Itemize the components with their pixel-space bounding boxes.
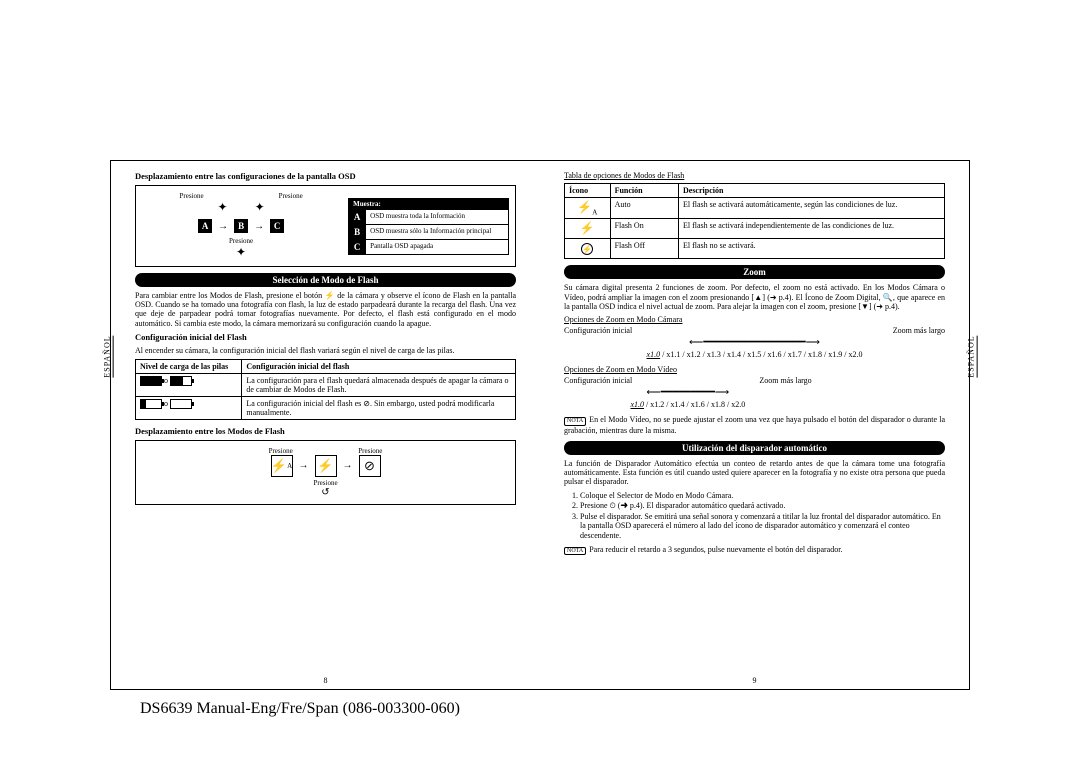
flash-off-icon: ⚡ — [565, 239, 611, 259]
page-8: ESPAÑOL Desplazamiento entre las configu… — [111, 161, 540, 689]
config-desc: La configuración para el flash quedará a… — [242, 373, 516, 396]
heading-flash-cycle: Desplazamiento entre los Modos de Flash — [135, 426, 516, 436]
section-self-timer: Utilización del disparador automático — [564, 441, 945, 455]
flash-auto-icon: ⚡A — [271, 455, 293, 477]
row-desc: Pantalla OSD apagada — [366, 239, 509, 254]
state-a: A — [198, 219, 212, 233]
press-label: Presione — [269, 447, 293, 455]
flash-off-icon: ⊘ — [359, 455, 381, 477]
press-label: Presione — [142, 237, 340, 245]
zoom-camera-heading: Opciones de Zoom en Modo Cámara — [564, 315, 945, 324]
note-video-zoom: NOTAEn el Modo Vídeo, no se puede ajusta… — [564, 415, 945, 435]
flash-auto-icon: ⚡A — [565, 198, 611, 219]
flash-cycle-diagram: Presione Presione ⚡A→ ⚡→ ⊘ Presione ↺ — [135, 440, 516, 505]
zoom-arrow: ⟵━━━━━━━━━⟶ — [564, 387, 812, 398]
press-label: Presione — [179, 192, 203, 200]
zoom-video-scale: x1.0 / x1.2 / x1.4 / x1.6 / x1.8 / x2.0 — [564, 400, 812, 409]
osd-cycle-diagram: Presione Presione ✦ ✦ A→ B→ C Presione ✦… — [135, 185, 516, 267]
flash-default-text: Al encender su cámara, la configuración … — [135, 346, 516, 355]
func-name: Flash Off — [610, 239, 678, 259]
zoom-max-label: Zoom más largo — [893, 326, 945, 335]
zoom-camera-scale: x1.0 / x1.1 / x1.2 / x1.3 / x1.4 / x1.5 … — [564, 350, 945, 359]
col-function: Función — [610, 184, 678, 198]
func-desc: El flash se activará independientemente … — [678, 219, 944, 239]
step-1: Coloque el Selector de Modo en Modo Cáma… — [580, 491, 945, 501]
flash-on-icon: ⚡ — [565, 219, 611, 239]
state-c: C — [270, 219, 284, 233]
page-9: ESPAÑOL Tabla de opciones de Modos de Fl… — [540, 161, 969, 689]
section-flash-mode: Selección de Modo de Flash — [135, 273, 516, 287]
func-desc: El flash se activará automáticamente, se… — [678, 198, 944, 219]
muestra-header: Muestra: — [349, 198, 509, 209]
zoom-video-heading: Opciones de Zoom en Modo Vídeo — [564, 365, 945, 374]
step-3: Pulse el disparador. Se emitirá una seña… — [580, 512, 945, 541]
zoom-initial-label: Configuración inicial — [564, 326, 632, 335]
func-name: Flash On — [610, 219, 678, 239]
row-key: C — [349, 239, 366, 254]
flash-on-icon: ⚡ — [315, 455, 337, 477]
state-b: B — [234, 219, 248, 233]
row-key: A — [349, 209, 366, 224]
step-2: Presione ⏲ (➜ p.4). El disparador automá… — [580, 501, 945, 511]
manual-spread: ESPAÑOL Desplazamiento entre las configu… — [110, 160, 970, 690]
osd-states-table: Muestra: AOSD muestra toda la Informació… — [348, 198, 509, 255]
battery-cell-low: o — [136, 396, 242, 419]
col-battery: Nivel de carga de las pilas — [136, 359, 242, 373]
col-icon: Ícono — [565, 184, 611, 198]
col-flash-config: Configuración inicial del flash — [242, 359, 516, 373]
zoom-initial-label: Configuración inicial — [564, 376, 632, 385]
zoom-text: Su cámara digital presenta 2 funciones d… — [564, 283, 945, 311]
func-name: Auto — [610, 198, 678, 219]
self-timer-text: La función de Disparador Automático efec… — [564, 459, 945, 487]
press-label: Presione — [279, 192, 303, 200]
press-label: Presione — [176, 479, 475, 487]
flash-mode-text: Para cambiar entre los Modos de Flash, p… — [135, 291, 516, 328]
heading-flash-default: Configuración inicial del Flash — [135, 332, 516, 342]
config-desc: La configuración inicial del flash es ⊘.… — [242, 396, 516, 419]
zoom-arrow: ⟵━━━━━━━━━━━━━━━━━⟶ — [564, 337, 945, 348]
page-number: 8 — [324, 676, 328, 685]
document-footer-title: DS6639 Manual-Eng/Fre/Span (086-003300-0… — [140, 700, 460, 718]
self-timer-steps: Coloque el Selector de Modo en Modo Cáma… — [564, 491, 945, 541]
battery-flash-table: Nivel de carga de las pilas Configuració… — [135, 359, 516, 420]
section-zoom: Zoom — [564, 265, 945, 279]
flash-options-table: Ícono Función Descripción ⚡A Auto El fla… — [564, 183, 945, 259]
osd-button-sequence: Presione Presione ✦ ✦ A→ B→ C Presione ✦ — [142, 192, 340, 260]
row-desc: OSD muestra sólo la Información principa… — [366, 224, 509, 239]
row-key: B — [349, 224, 366, 239]
flash-table-caption: Tabla de opciones de Modos de Flash — [564, 171, 945, 180]
note-reduce-delay: NOTAPara reducir el retardo a 3 segundos… — [564, 545, 945, 556]
battery-cell-high: o — [136, 373, 242, 396]
press-label: Presione — [358, 447, 382, 455]
language-tab-left: ESPAÑOL — [103, 335, 114, 377]
heading-osd-cycle: Desplazamiento entre las configuraciones… — [135, 171, 516, 181]
language-tab-right: ESPAÑOL — [966, 335, 977, 377]
col-description: Descripción — [678, 184, 944, 198]
zoom-max-label: Zoom más largo — [759, 376, 811, 385]
page-number: 9 — [753, 676, 757, 685]
row-desc: OSD muestra toda la Información — [366, 209, 509, 224]
func-desc: El flash no se activará. — [678, 239, 944, 259]
